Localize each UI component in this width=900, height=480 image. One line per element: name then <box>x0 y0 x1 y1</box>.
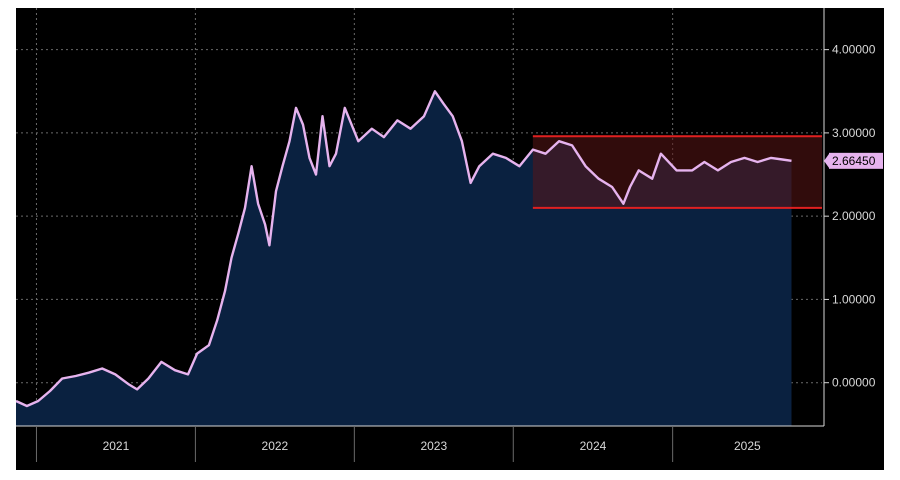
y-tick-label: 0.00000 <box>832 376 876 390</box>
y-tick-label: 2.00000 <box>832 209 876 223</box>
series-line <box>16 90 792 408</box>
x-tick-label: 2022 <box>262 439 289 453</box>
y-tick-label: 3.00000 <box>832 126 876 140</box>
range-band <box>532 135 822 209</box>
line-layer <box>16 90 792 408</box>
x-tick-label: 2024 <box>580 439 607 453</box>
axes <box>16 8 829 462</box>
last-value-label: 2.66450 <box>832 154 876 168</box>
y-tick-label: 4.00000 <box>832 43 876 57</box>
range-band-fill <box>532 136 822 208</box>
y-tick-label: 1.00000 <box>832 292 876 306</box>
x-tick-label: 2025 <box>734 439 761 453</box>
chart-frame: 0.00000 1.00000 2.00000 3.00000 4.00000 2021 2… <box>16 8 884 470</box>
chart-svg: 0.00000 1.00000 2.00000 3.00000 4.00000 2021 2… <box>16 8 884 470</box>
x-tick-label: 2021 <box>103 439 130 453</box>
last-value-pointer <box>824 153 829 168</box>
last-value-badge <box>829 152 883 169</box>
tick-labels: 0.00000 1.00000 2.00000 3.00000 4.00000 2021 2… <box>103 43 883 453</box>
x-tick-label: 2023 <box>420 439 447 453</box>
